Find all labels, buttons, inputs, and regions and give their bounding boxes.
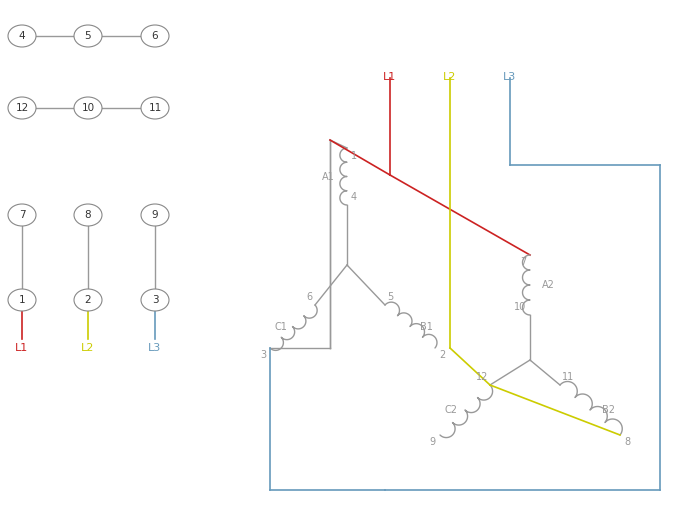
Text: L1: L1 <box>15 343 28 353</box>
Ellipse shape <box>8 97 36 119</box>
Ellipse shape <box>74 97 102 119</box>
Text: A1: A1 <box>322 172 335 181</box>
Text: 12: 12 <box>15 103 28 113</box>
Text: 8: 8 <box>85 210 91 220</box>
Text: C2: C2 <box>444 405 457 415</box>
Text: 4: 4 <box>351 192 357 202</box>
Ellipse shape <box>74 25 102 47</box>
Text: A2: A2 <box>542 280 555 290</box>
Text: B1: B1 <box>420 321 433 332</box>
Text: 1: 1 <box>19 295 26 305</box>
Text: 3: 3 <box>152 295 158 305</box>
Text: 10: 10 <box>82 103 95 113</box>
Text: 8: 8 <box>624 437 630 447</box>
Text: 7: 7 <box>520 257 526 267</box>
Text: 9: 9 <box>152 210 158 220</box>
Ellipse shape <box>141 97 169 119</box>
Ellipse shape <box>8 204 36 226</box>
Text: L3: L3 <box>503 72 517 82</box>
Ellipse shape <box>141 204 169 226</box>
Ellipse shape <box>141 25 169 47</box>
Ellipse shape <box>74 289 102 311</box>
Text: 7: 7 <box>19 210 26 220</box>
Text: 2: 2 <box>85 295 91 305</box>
Ellipse shape <box>8 25 36 47</box>
Text: 6: 6 <box>152 31 158 41</box>
Text: L1: L1 <box>384 72 397 82</box>
Text: 5: 5 <box>387 292 393 302</box>
Text: L2: L2 <box>82 343 95 353</box>
Text: C1: C1 <box>274 321 287 332</box>
Text: 3: 3 <box>260 350 266 360</box>
Text: 11: 11 <box>562 372 574 382</box>
Ellipse shape <box>8 289 36 311</box>
Text: 9: 9 <box>430 437 436 447</box>
Text: 11: 11 <box>149 103 162 113</box>
Text: 4: 4 <box>19 31 26 41</box>
Text: 12: 12 <box>475 372 488 382</box>
Text: L3: L3 <box>149 343 162 353</box>
Text: 5: 5 <box>85 31 91 41</box>
Ellipse shape <box>74 204 102 226</box>
Text: 2: 2 <box>439 350 445 360</box>
Text: 1: 1 <box>351 151 357 161</box>
Text: L2: L2 <box>444 72 457 82</box>
Text: 6: 6 <box>307 292 313 302</box>
Text: 10: 10 <box>513 302 526 312</box>
Ellipse shape <box>141 289 169 311</box>
Text: B2: B2 <box>602 405 615 415</box>
